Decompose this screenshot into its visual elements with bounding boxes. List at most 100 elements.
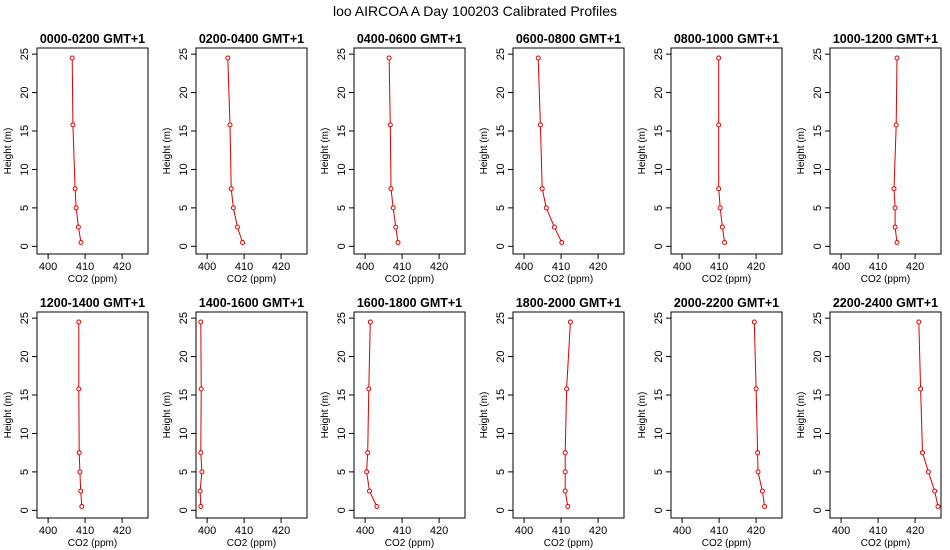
x-tick-label: 420 (430, 525, 448, 537)
profile-point (755, 469, 761, 475)
plot-frame (670, 47, 783, 255)
profile-point (894, 55, 900, 61)
profile-point (366, 386, 372, 392)
x-tick-label: 420 (747, 525, 765, 537)
y-tick-label: 25 (812, 48, 824, 60)
y-tick-label: 5 (336, 469, 348, 475)
profile-line (893, 57, 898, 243)
x-tick-label: 420 (589, 525, 607, 537)
profile-point (892, 205, 898, 211)
profile-point (199, 469, 205, 475)
panel-6: 1200-1400 GMT+1 400 410 420 0 5 10 15 20 25 CO2 (p… (3, 296, 149, 549)
profile-point (894, 240, 900, 245)
y-tick-label: 5 (653, 469, 665, 475)
profile-point (365, 450, 371, 456)
y-tick-label: 15 (178, 389, 190, 401)
figure-title: loo AIRCOA A Day 100203 Calibrated Profi… (333, 3, 617, 19)
x-tick-label: 400 (39, 525, 57, 537)
y-tick-label: 20 (178, 350, 190, 362)
y-tick-label: 20 (19, 350, 31, 362)
y-tick-label: 25 (178, 312, 190, 324)
y-tick-label: 0 (812, 507, 824, 513)
profile-point (70, 122, 76, 128)
plot-frame (829, 47, 942, 255)
y-tick-label: 0 (336, 243, 348, 249)
y-tick-label: 20 (653, 86, 665, 98)
profile-point (388, 186, 394, 192)
profile-line (537, 57, 563, 243)
y-tick-label: 10 (812, 427, 824, 439)
x-axis-label: CO2 (ppm) (227, 274, 276, 285)
y-tick-label: 10 (178, 427, 190, 439)
x-tick-label: 410 (869, 525, 887, 537)
y-tick-label: 10 (495, 163, 507, 175)
y-tick-label: 0 (178, 243, 190, 249)
y-tick-label: 15 (19, 389, 31, 401)
y-tick-label: 5 (653, 205, 665, 211)
profile-point (717, 205, 723, 211)
panel-title: 2000-2200 GMT+1 (674, 296, 779, 310)
profile-point (198, 386, 204, 392)
y-tick-label: 15 (495, 125, 507, 137)
y-tick-label: 15 (812, 125, 824, 137)
x-tick-label: 410 (393, 525, 411, 537)
profile-point (225, 55, 231, 61)
x-tick-label: 420 (113, 261, 131, 273)
profile-point (535, 55, 541, 61)
profile-line (227, 57, 244, 243)
profile-point (551, 224, 557, 230)
x-tick-label: 400 (515, 261, 533, 273)
profile-point (562, 488, 568, 494)
profile-point (716, 55, 722, 61)
panel-4: 0800-1000 GMT+1 400 410 420 0 5 10 15 20 25 CO2 (p… (637, 32, 783, 285)
y-tick-label: 15 (336, 125, 348, 137)
x-axis-label: CO2 (ppm) (702, 274, 751, 285)
panel-title: 1600-1800 GMT+1 (357, 296, 462, 310)
x-axis-label: CO2 (ppm) (544, 274, 593, 285)
profile-line (753, 321, 766, 507)
y-tick-label: 25 (178, 48, 190, 60)
profile-point (69, 55, 75, 61)
y-tick-label: 15 (19, 125, 31, 137)
profile-point (78, 488, 84, 494)
y-tick-label: 15 (495, 389, 507, 401)
plot-frame (353, 47, 466, 255)
y-tick-label: 5 (495, 205, 507, 211)
y-tick-label: 15 (178, 125, 190, 137)
profile-point (716, 186, 722, 192)
y-tick-label: 20 (336, 86, 348, 98)
y-tick-label: 20 (336, 350, 348, 362)
profile-point (567, 319, 573, 325)
profile-point (76, 450, 82, 456)
profile-point (73, 205, 79, 211)
y-tick-label: 25 (336, 312, 348, 324)
profile-point (230, 205, 236, 211)
profile-point (79, 504, 85, 509)
profile-line (199, 321, 203, 507)
profile-point (537, 122, 543, 128)
x-axis-label: CO2 (ppm) (702, 538, 751, 549)
y-axis-label: Height (m) (479, 392, 490, 439)
profile-point (386, 55, 392, 61)
y-tick-label: 0 (495, 243, 507, 249)
plot-frame (195, 311, 308, 519)
y-axis-label: Height (m) (479, 128, 490, 175)
profile-point (562, 450, 568, 456)
y-tick-label: 20 (495, 86, 507, 98)
profile-point (564, 386, 570, 392)
x-tick-label: 400 (198, 261, 216, 273)
x-tick-label: 420 (747, 261, 765, 273)
profile-point (559, 240, 565, 245)
panel-title: 1400-1600 GMT+1 (199, 296, 304, 310)
panel-5: 1000-1200 GMT+1 400 410 420 0 5 10 15 20 25 CO2 (p… (796, 32, 942, 285)
profile-line (388, 57, 399, 243)
y-tick-label: 25 (495, 48, 507, 60)
profile-point (390, 205, 396, 211)
profile-point (932, 488, 938, 494)
panel-10: 2000-2200 GMT+1 400 410 420 0 5 10 15 20 25 CO2 (p… (637, 296, 783, 549)
profile-point (76, 319, 82, 325)
y-tick-label: 5 (19, 469, 31, 475)
x-tick-label: 400 (356, 261, 374, 273)
panel-0: 0000-0200 GMT+1 400 410 420 0 5 10 15 20 25 CO2 (p… (3, 32, 149, 285)
x-tick-label: 410 (235, 525, 253, 537)
